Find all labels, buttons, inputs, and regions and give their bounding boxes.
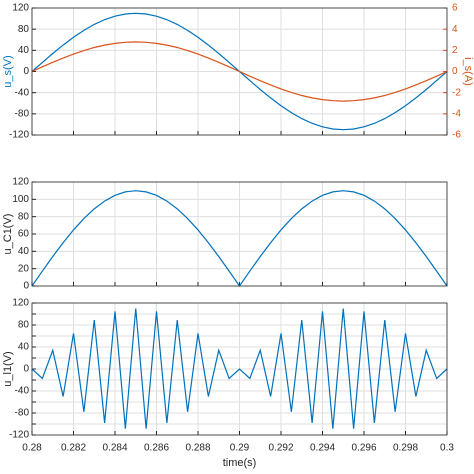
- x-tick-label: 0.286: [144, 443, 169, 454]
- y-tick-label: 0: [23, 281, 29, 292]
- y-tick-label: -40: [15, 386, 30, 397]
- y-tick-label: 80: [18, 211, 30, 222]
- axes-box: [31, 7, 448, 136]
- y-tick-label: 20: [18, 263, 30, 274]
- x-tick-label: 0.284: [102, 443, 127, 454]
- series-line: [31, 308, 448, 429]
- y-tick-label: -80: [15, 108, 30, 119]
- x-tick-label: 0.296: [351, 443, 376, 454]
- y2-tick-label: -2: [452, 87, 461, 98]
- x-tick-label: 0.29: [230, 443, 250, 454]
- y-tick-label: 100: [12, 194, 29, 205]
- y2-tick-label: -4: [452, 108, 461, 119]
- y-tick-label: 40: [18, 342, 30, 353]
- y-tick-label: 0: [23, 66, 29, 77]
- y-tick-label: 120: [12, 177, 29, 188]
- axes-box: [31, 302, 448, 436]
- x-tick-label: 0.282: [61, 443, 86, 454]
- y2-tick-label: 2: [452, 45, 458, 56]
- y-axis-label: u_l1(V): [2, 351, 14, 386]
- x-tick-label: 0.298: [393, 443, 418, 454]
- y-tick-label: 80: [18, 24, 30, 35]
- y-tick-label: -80: [15, 408, 30, 419]
- y-tick-label: 40: [18, 45, 30, 56]
- y-tick-label: 120: [12, 3, 29, 14]
- y-tick-label: 0: [23, 364, 29, 375]
- y-tick-label: 60: [18, 229, 30, 240]
- y-tick-label: 40: [18, 246, 30, 257]
- y-tick-label: -120: [9, 430, 29, 441]
- x-tick-label: 0.294: [310, 443, 335, 454]
- y2-tick-label: 0: [452, 66, 458, 77]
- y2-tick-label: 4: [452, 24, 458, 35]
- y-axis-label: u_C1(V): [2, 214, 14, 255]
- y-tick-label: -40: [15, 87, 30, 98]
- x-tick-label: 0.288: [185, 443, 210, 454]
- y-axis-label: u_s(V): [2, 55, 14, 87]
- y2-tick-label: 6: [452, 3, 458, 14]
- x-tick-label: 0.292: [268, 443, 293, 454]
- y-tick-label: -120: [9, 130, 29, 141]
- series-line: [31, 41, 448, 102]
- y-tick-label: 80: [18, 320, 30, 331]
- y-tick-label: 120: [12, 298, 29, 309]
- x-tick-label: 0.3: [440, 443, 454, 454]
- axes-box: [31, 181, 448, 287]
- y2-tick-label: -6: [452, 130, 461, 141]
- y2-axis-label: i_s(A): [462, 57, 474, 86]
- x-tick-label: 0.28: [22, 443, 42, 454]
- x-axis-label: time(s): [223, 457, 257, 469]
